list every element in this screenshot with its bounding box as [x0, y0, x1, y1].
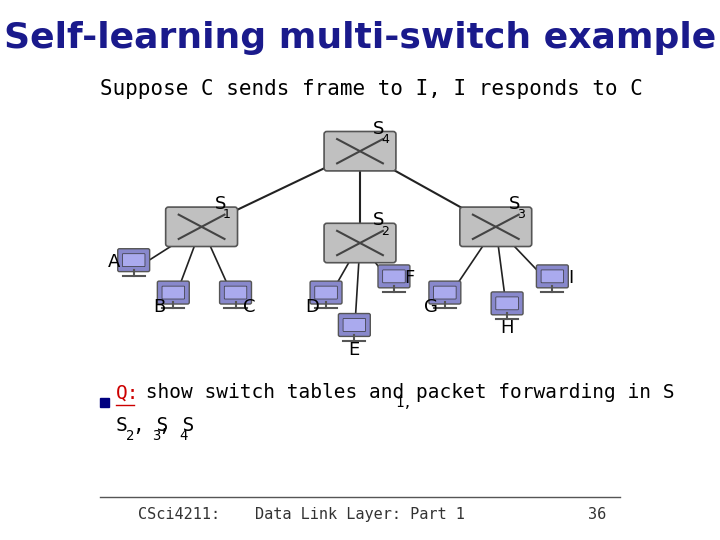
Text: A: A [108, 253, 120, 271]
FancyBboxPatch shape [536, 265, 568, 288]
Text: D: D [305, 298, 319, 316]
Bar [100, 398, 109, 407]
FancyBboxPatch shape [324, 131, 396, 171]
Text: 4: 4 [381, 133, 389, 146]
Text: Self-learning multi-switch example: Self-learning multi-switch example [4, 21, 716, 55]
Text: S: S [215, 195, 226, 213]
FancyBboxPatch shape [158, 281, 189, 304]
Text: Data Link Layer: Part 1: Data Link Layer: Part 1 [255, 507, 465, 522]
FancyBboxPatch shape [122, 254, 145, 267]
Text: Q:: Q: [116, 383, 139, 402]
FancyBboxPatch shape [166, 207, 238, 246]
Text: show switch tables and packet forwarding in S: show switch tables and packet forwarding… [134, 383, 675, 402]
FancyBboxPatch shape [433, 286, 456, 299]
Text: 1,: 1, [395, 396, 412, 410]
Text: 3: 3 [517, 208, 525, 221]
Text: 3: 3 [153, 429, 161, 443]
Text: CSci4211:: CSci4211: [138, 507, 220, 522]
Text: F: F [405, 269, 415, 287]
Text: B: B [153, 298, 166, 316]
Text: S: S [116, 416, 127, 435]
FancyBboxPatch shape [343, 319, 366, 332]
FancyBboxPatch shape [315, 286, 337, 299]
Text: C: C [243, 298, 256, 316]
Text: G: G [424, 298, 438, 316]
FancyBboxPatch shape [310, 281, 342, 304]
FancyBboxPatch shape [338, 314, 370, 336]
Text: 36: 36 [588, 507, 607, 522]
FancyBboxPatch shape [378, 265, 410, 288]
Text: S: S [373, 120, 384, 138]
Text: 2: 2 [381, 225, 389, 238]
Text: I: I [568, 269, 573, 287]
Text: S: S [373, 212, 384, 230]
FancyBboxPatch shape [383, 270, 405, 283]
Text: E: E [348, 341, 360, 359]
FancyBboxPatch shape [491, 292, 523, 315]
FancyBboxPatch shape [162, 286, 184, 299]
FancyBboxPatch shape [496, 297, 518, 310]
Text: , S: , S [159, 416, 194, 435]
Text: H: H [500, 319, 514, 338]
FancyBboxPatch shape [429, 281, 461, 304]
FancyBboxPatch shape [541, 270, 564, 283]
FancyBboxPatch shape [220, 281, 251, 304]
FancyBboxPatch shape [460, 207, 531, 246]
FancyBboxPatch shape [324, 223, 396, 262]
FancyBboxPatch shape [118, 249, 150, 272]
Text: Suppose C sends frame to I, I responds to C: Suppose C sends frame to I, I responds t… [100, 79, 643, 99]
Text: 1: 1 [222, 208, 230, 221]
Text: S: S [509, 195, 520, 213]
Text: , S: , S [132, 416, 168, 435]
FancyBboxPatch shape [224, 286, 247, 299]
Text: 4: 4 [179, 429, 188, 443]
Text: 2: 2 [126, 429, 134, 443]
